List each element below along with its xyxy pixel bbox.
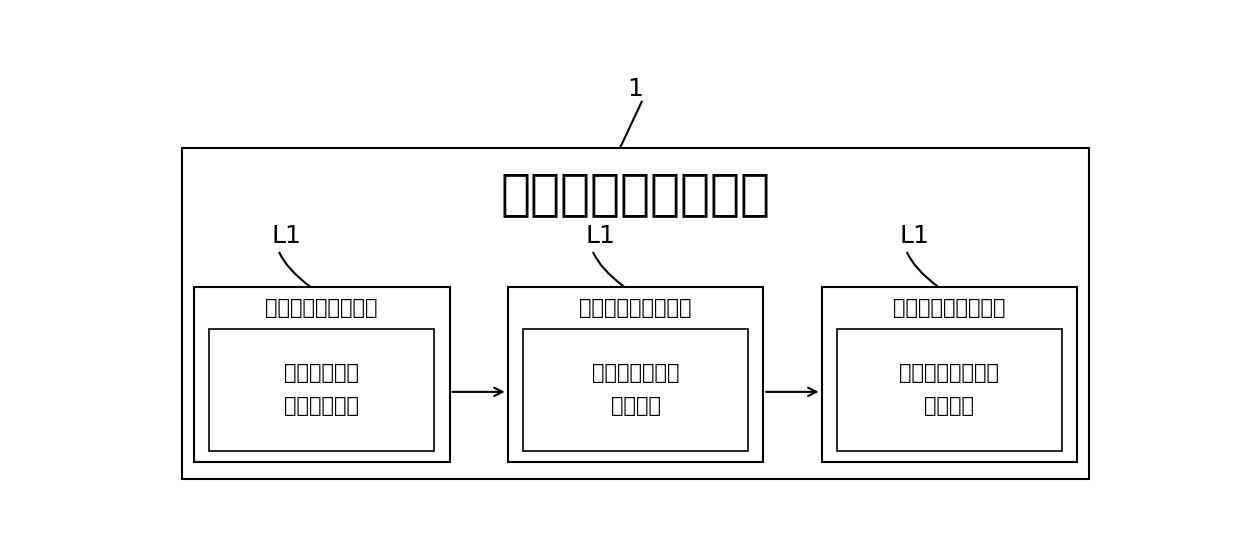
Text: 砷化镓异质结双
级晶体管: 砷化镓异质结双 级晶体管 — [591, 363, 680, 416]
Bar — [507, 287, 764, 462]
Bar — [821, 287, 1078, 462]
Bar — [210, 329, 434, 451]
Text: 1: 1 — [627, 77, 644, 101]
Bar — [837, 329, 1061, 451]
Text: L1: L1 — [272, 225, 301, 249]
Text: 射频功率放大器系统: 射频功率放大器系统 — [501, 170, 770, 218]
Text: L1: L1 — [899, 225, 930, 249]
Text: 磷化镓铟异质
结双级晶体管: 磷化镓铟异质 结双级晶体管 — [284, 363, 360, 416]
Text: 第一级功率放大电路: 第一级功率放大电路 — [265, 298, 378, 318]
Text: 第三级功率放大电路: 第三级功率放大电路 — [893, 298, 1006, 318]
Bar — [193, 287, 449, 462]
Bar — [523, 329, 748, 451]
Text: 第二级功率放大电路: 第二级功率放大电路 — [579, 298, 692, 318]
Text: 氮化镓高电子迁移
率晶体管: 氮化镓高电子迁移 率晶体管 — [899, 363, 999, 416]
Text: L1: L1 — [585, 225, 615, 249]
Bar — [182, 148, 1089, 479]
